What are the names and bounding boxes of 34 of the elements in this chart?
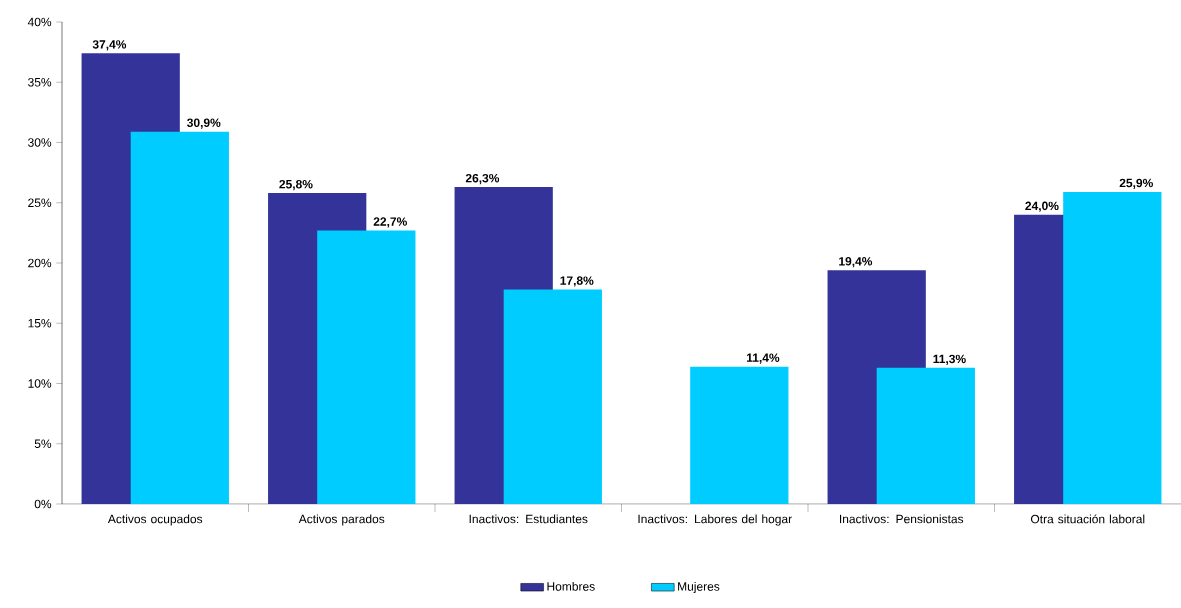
- data-label: 26,3%: [465, 173, 500, 185]
- bar: [317, 230, 416, 504]
- data-label: 19,4%: [839, 257, 873, 268]
- y-tick-label: 5%: [34, 439, 52, 448]
- bar: [690, 366, 789, 504]
- y-tick-label: 35%: [28, 78, 52, 87]
- x-tick-label: Otra situación laboral: [1030, 514, 1145, 524]
- y-tick-label: 20%: [28, 258, 52, 268]
- y-tick-label: 25%: [28, 198, 52, 208]
- bar: [130, 131, 229, 504]
- data-label: 25,9%: [1119, 178, 1153, 189]
- legend-label: Mujeres: [678, 581, 720, 594]
- x-tick-label: Activos ocupados: [107, 514, 203, 526]
- data-label: 30,9%: [187, 118, 221, 129]
- y-tick-label: 30%: [28, 138, 52, 147]
- data-label: 22,7%: [373, 217, 407, 228]
- x-tick-label: Inactivos: Labores del hogar: [638, 514, 792, 526]
- data-label: 11,4%: [747, 353, 780, 364]
- bar: [1063, 191, 1162, 504]
- data-label: 25,8%: [279, 179, 313, 191]
- y-tick-label: 0%: [34, 499, 52, 509]
- data-label: 17,8%: [560, 276, 594, 287]
- data-label: 11,3%: [933, 354, 966, 365]
- bar: [503, 289, 602, 504]
- x-tick-label: Inactivos: Estudiantes: [469, 514, 588, 524]
- y-tick-label: 15%: [28, 319, 52, 328]
- x-tick-label: Inactivos: Pensionistas: [840, 514, 964, 524]
- data-label: 37,4%: [92, 40, 127, 51]
- legend-label: Hombres: [547, 581, 595, 591]
- data-label: 24,0%: [1025, 201, 1059, 212]
- y-tick-label: 40%: [27, 17, 52, 27]
- bar: [876, 367, 975, 504]
- y-tick-label: 10%: [28, 379, 52, 388]
- x-tick-label: Activos parados: [298, 514, 385, 526]
